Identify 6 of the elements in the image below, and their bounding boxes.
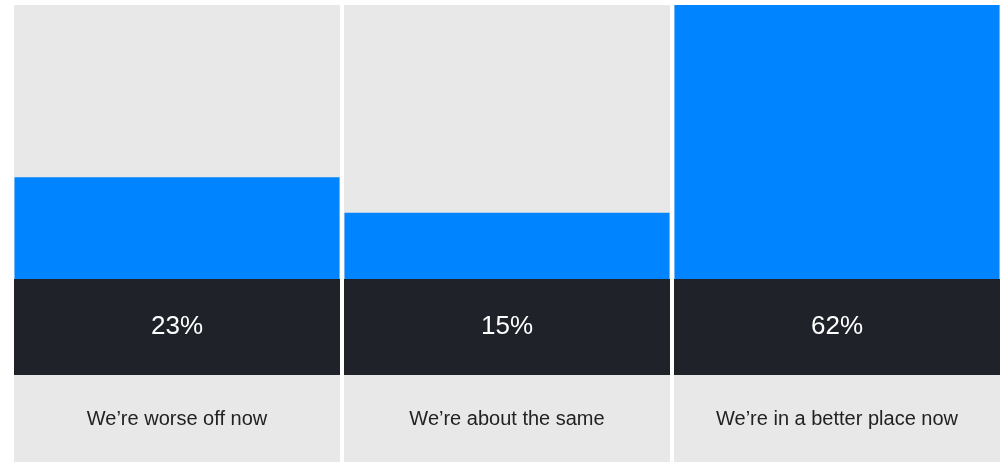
data-label: 23% — [150, 310, 204, 341]
data-label: 62% — [810, 310, 864, 341]
x-tick-label: We’re about the same — [409, 406, 605, 429]
x-tick-label: We’re in a better place now — [716, 406, 959, 429]
x-tick-label: We’re worse off now — [86, 406, 268, 429]
data-label: 15% — [480, 310, 534, 341]
